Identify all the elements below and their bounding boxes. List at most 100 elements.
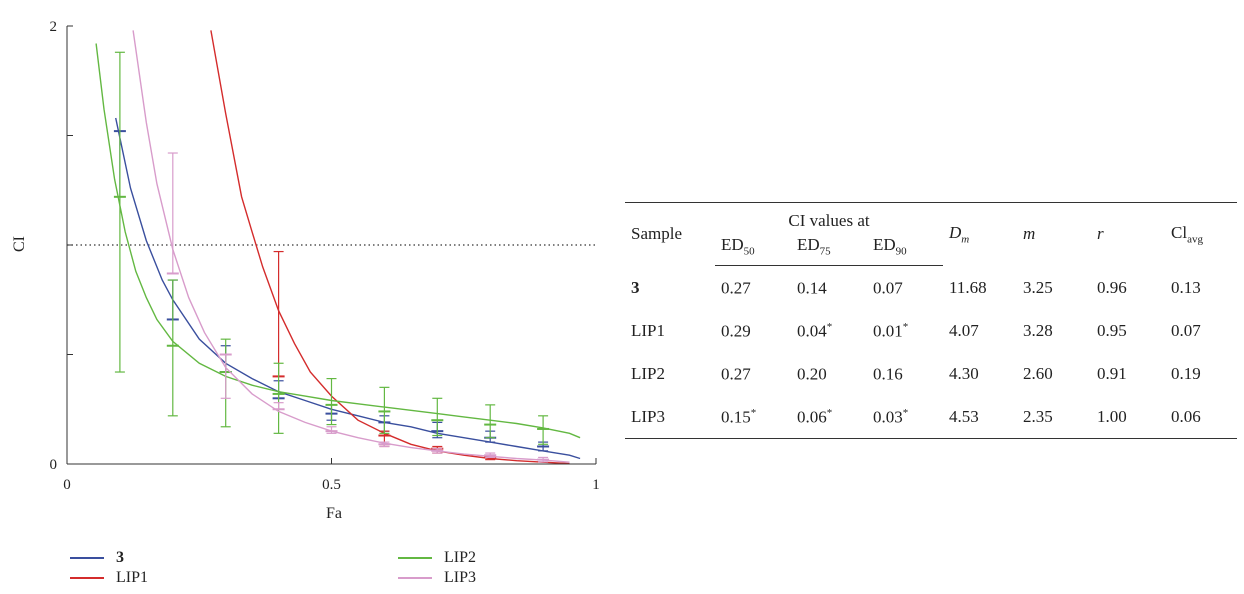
cell-sample: LIP3 [625, 395, 715, 440]
cell-ed75: 0.04* [791, 309, 867, 352]
x-axis-label: Fa [326, 505, 342, 522]
col-ciavg-header: Clavg [1165, 201, 1237, 266]
legend-label-lip3: LIP3 [444, 569, 476, 586]
cell-m: 3.25 [1023, 277, 1053, 297]
legend-swatch-lip2 [398, 557, 432, 559]
cell-ciavg: 0.19 [1171, 363, 1201, 383]
cell-ed90: 0.03* [867, 395, 943, 440]
value-ed75: 0.20 [797, 364, 827, 384]
value-ed90: 0.01 [873, 321, 903, 341]
table-row: LIP1 0.29 0.04* 0.01* 4.07 3.28 0.95 0.0… [625, 309, 1237, 352]
ci-table-container: Sample CI values at Dm m r Clavg ED50 ED… [625, 201, 1243, 440]
ed50-base: ED [721, 235, 744, 254]
legend-label-lip2: LIP2 [444, 549, 476, 566]
ciavg-base: Cl [1171, 223, 1188, 243]
cell-ed90: 0.01* [867, 309, 943, 352]
value-ed50: 0.15 [721, 407, 751, 427]
cell-r: 0.91 [1097, 363, 1127, 383]
cell-sample: LIP1 [631, 320, 665, 340]
y-tick-label: 2 [50, 19, 58, 35]
cell-m: 2.60 [1023, 363, 1053, 383]
cell-r: 0.95 [1097, 320, 1127, 340]
cell-ed90: 0.16 [867, 352, 943, 395]
ed50-sub: 50 [743, 245, 755, 258]
series-line-lip2 [95, 43, 581, 439]
mark-ed90: * [902, 406, 909, 419]
ed75-base: ED [797, 235, 820, 254]
cell-ed50: 0.15* [715, 395, 791, 440]
dm-sub: m [961, 233, 970, 246]
cell-r: 1.00 [1091, 395, 1165, 440]
dm-base: D [949, 223, 962, 243]
legend-item-lip3: LIP3 [398, 568, 476, 588]
cell-r: 0.96 [1097, 277, 1127, 297]
table-row: LIP2 0.27 0.20 0.16 4.30 2.60 0.91 0.19 [625, 352, 1237, 395]
cell-dm: 4.07 [949, 320, 979, 340]
col-r-header: r [1091, 201, 1165, 266]
legend-swatch-lip3 [398, 577, 432, 579]
series-line-lip3 [132, 30, 570, 463]
col-sample-header: Sample [625, 201, 715, 266]
mark-ed75: * [826, 406, 833, 419]
col-ed90-header: ED90 [867, 233, 943, 267]
cell-ed75: 0.20 [791, 352, 867, 395]
cell-ciavg: 0.07 [1171, 320, 1201, 340]
legend-swatch-lip1 [70, 577, 104, 579]
ed90-base: ED [873, 235, 896, 254]
value-ed90: 0.03 [873, 407, 903, 427]
mark-ed50: * [750, 406, 757, 419]
table-header-row: Sample CI values at Dm m r Clavg [625, 201, 1237, 266]
value-ed50: 0.29 [721, 321, 751, 341]
value-ed50: 0.27 [721, 364, 751, 384]
legend-item-lip2: LIP2 [398, 548, 476, 568]
ci-table: Sample CI values at Dm m r Clavg ED50 ED… [625, 201, 1237, 440]
legend-label-lip1: LIP1 [116, 569, 148, 586]
ci-chart: 0 2 0 0.5 1 Fa CI [11, 19, 600, 522]
value-ed75: 0.06 [797, 407, 827, 427]
cell-ciavg: 0.06 [1165, 395, 1237, 440]
ciavg-sub: avg [1187, 233, 1203, 246]
ed90-sub: 90 [895, 245, 907, 258]
x-tick-label: 0.5 [322, 477, 341, 493]
y-axis-label: CI [11, 236, 28, 252]
value-ed50: 0.27 [721, 278, 751, 298]
cell-ed90: 0.07 [867, 266, 943, 310]
x-tick-label: 0 [63, 477, 71, 493]
chart-legend: 3 LIP2 LIP1 LIP3 [70, 548, 590, 592]
col-ed75-header: ED75 [791, 233, 867, 267]
value-ed90: 0.16 [873, 364, 903, 384]
cell-sample: LIP2 [631, 363, 665, 383]
value-ed90: 0.07 [873, 278, 903, 298]
mark-ed75: * [826, 320, 833, 333]
legend-item-3: 3 [70, 548, 124, 568]
col-ed50-header: ED50 [715, 233, 791, 267]
legend-label-3: 3 [116, 549, 124, 566]
cell-ed50: 0.27 [715, 352, 791, 395]
value-ed75: 0.14 [797, 278, 827, 298]
legend-item-lip1: LIP1 [70, 568, 148, 588]
cell-ed75: 0.14 [791, 266, 867, 310]
cell-sample: 3 [631, 277, 640, 297]
cell-ed50: 0.27 [715, 266, 791, 310]
table-row: 3 0.27 0.14 0.07 11.68 3.25 0.96 0.13 [625, 266, 1237, 310]
plot-area [67, 30, 596, 465]
value-ed75: 0.04 [797, 321, 827, 341]
axis-ticks: 0 2 0 0.5 1 [50, 19, 600, 493]
cell-dm: 4.53 [943, 395, 1017, 440]
x-tick-label: 1 [592, 477, 600, 493]
cell-ed50: 0.29 [715, 309, 791, 352]
cell-dm: 4.30 [949, 363, 979, 383]
table-row: LIP3 0.15* 0.06* 0.03* 4.53 2.35 1.00 0.… [625, 395, 1237, 440]
cell-m: 2.35 [1017, 395, 1091, 440]
cell-ciavg: 0.13 [1171, 277, 1201, 297]
table-subheader-row: ED50 ED75 ED90 [625, 233, 1237, 267]
col-dm-header: Dm [943, 201, 1017, 266]
col-ci-values-header: CI values at [715, 202, 943, 233]
cell-m: 3.28 [1023, 320, 1053, 340]
cell-ed75: 0.06* [791, 395, 867, 440]
col-m-header: m [1017, 201, 1091, 266]
ed75-sub: 75 [819, 245, 831, 258]
cell-dm: 11.68 [949, 277, 987, 297]
series-line-lip1 [210, 30, 570, 465]
mark-ed90: * [902, 320, 909, 333]
